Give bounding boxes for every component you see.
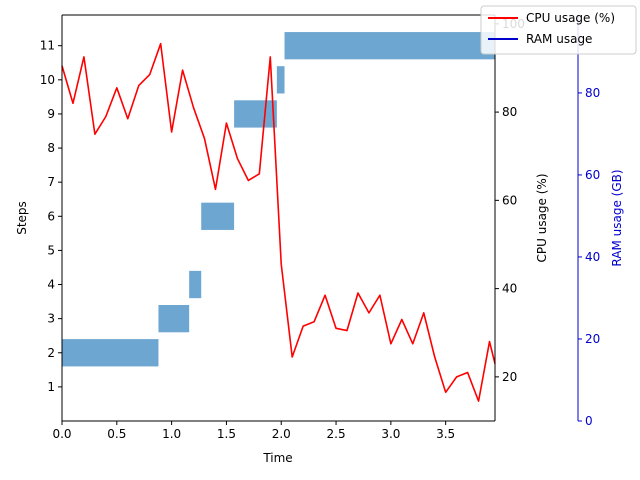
- legend: CPU usage (%) RAM usage: [480, 5, 637, 55]
- cpu-tick-label-2: 60: [502, 193, 517, 207]
- cpu-axis: 20406080100: [495, 17, 525, 384]
- step-bar-4: [234, 100, 277, 128]
- ram-tick-label-1: 20: [585, 332, 600, 346]
- time-tick-label-1: 0.5: [107, 427, 126, 441]
- ram-tick-label-0: 0: [585, 414, 593, 428]
- cpu-tick-label-1: 40: [502, 282, 517, 296]
- steps-tick-label-3: 4: [47, 278, 55, 292]
- step-bar-0: [62, 339, 159, 367]
- steps-tick-label-6: 7: [47, 175, 55, 189]
- legend-label-ram: RAM usage: [526, 32, 592, 46]
- x-axis-label: Time: [262, 451, 292, 465]
- legend-label-cpu: CPU usage (%): [526, 11, 615, 25]
- time-tick-label-2: 1.0: [162, 427, 181, 441]
- ram-axis-label: RAM usage (GB): [610, 169, 624, 266]
- time-axis: 0.0 0.5 1.0 1.5 2.0 2.5 3.0 3.5: [52, 421, 455, 441]
- steps-axis-label: Steps: [15, 201, 29, 235]
- step-bar-1: [158, 305, 190, 333]
- cpu-line-layer: [61, 42, 496, 402]
- steps-tick-label-8: 9: [47, 107, 55, 121]
- steps-tick-label-10: 11: [40, 39, 55, 53]
- steps-tick-label-4: 5: [47, 243, 55, 257]
- ram-tick-label-4: 80: [585, 86, 600, 100]
- steps-tick-label-2: 3: [47, 312, 55, 326]
- steps-tick-label-9: 10: [40, 73, 55, 87]
- steps-tick-label-0: 1: [47, 380, 55, 394]
- time-tick-label-3: 1.5: [217, 427, 236, 441]
- step-bar-2: [189, 270, 202, 299]
- steps-tick-label-1: 2: [47, 346, 55, 360]
- steps-tick-label-7: 8: [47, 141, 55, 155]
- step-bars: [62, 32, 495, 367]
- plot-frame: [61, 14, 496, 422]
- series-line-0: [61, 42, 496, 402]
- legend-box: [480, 5, 637, 55]
- steps-axis: 1 2 3 4 5 6 7 8 9 10 11: [40, 39, 62, 394]
- time-tick-label-0: 0.0: [52, 427, 71, 441]
- cpu-tick-label-0: 20: [502, 370, 517, 384]
- cpu-axis-label: CPU usage (%): [535, 173, 549, 262]
- ram-tick-label-3: 60: [585, 168, 600, 182]
- time-tick-label-6: 3.0: [381, 427, 400, 441]
- step-bar-3: [201, 202, 235, 230]
- ram-tick-label-2: 40: [585, 250, 600, 264]
- ram-axis: 0 20 40 60 80: [577, 15, 600, 428]
- step-bar-6: [284, 32, 495, 60]
- steps-tick-label-5: 6: [47, 209, 55, 223]
- step-bar-5: [276, 66, 285, 94]
- time-tick-label-4: 2.0: [272, 427, 291, 441]
- cpu-tick-label-3: 80: [502, 105, 517, 119]
- time-tick-label-5: 2.5: [327, 427, 346, 441]
- time-tick-label-7: 3.5: [436, 427, 455, 441]
